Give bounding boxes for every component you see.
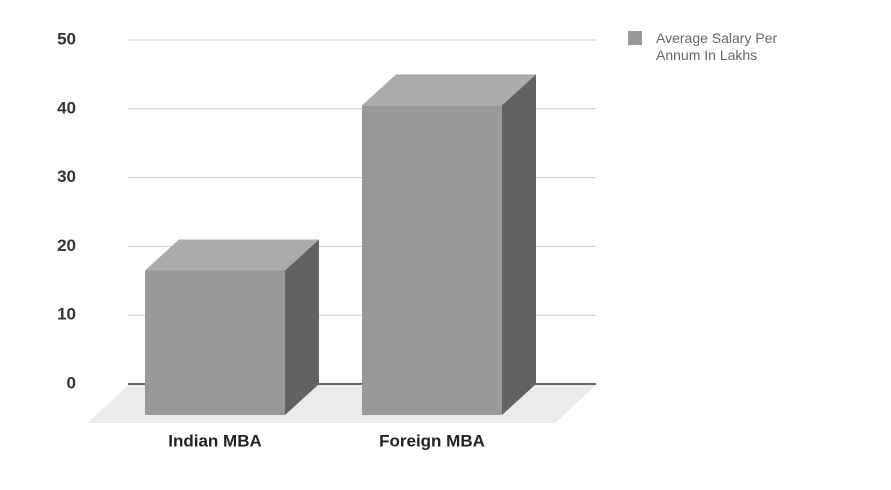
bar — [145, 270, 285, 415]
bar-top — [145, 239, 319, 271]
y-tick-label: 20 — [57, 236, 76, 255]
y-tick-label: 40 — [57, 98, 76, 117]
y-tick-label: 0 — [67, 373, 76, 392]
x-tick-label: Indian MBA — [168, 431, 262, 450]
bar-side — [285, 239, 319, 415]
bar — [362, 105, 502, 416]
bar-top — [362, 74, 536, 106]
y-tick-label: 50 — [57, 29, 76, 48]
bar-side — [502, 74, 536, 416]
y-tick-label: 30 — [57, 167, 76, 186]
y-tick-label: 10 — [57, 305, 76, 324]
legend-label: Average Salary Per Annum In Lakhs — [656, 30, 778, 63]
x-tick-label: Foreign MBA — [379, 431, 485, 450]
legend-swatch — [628, 31, 642, 45]
